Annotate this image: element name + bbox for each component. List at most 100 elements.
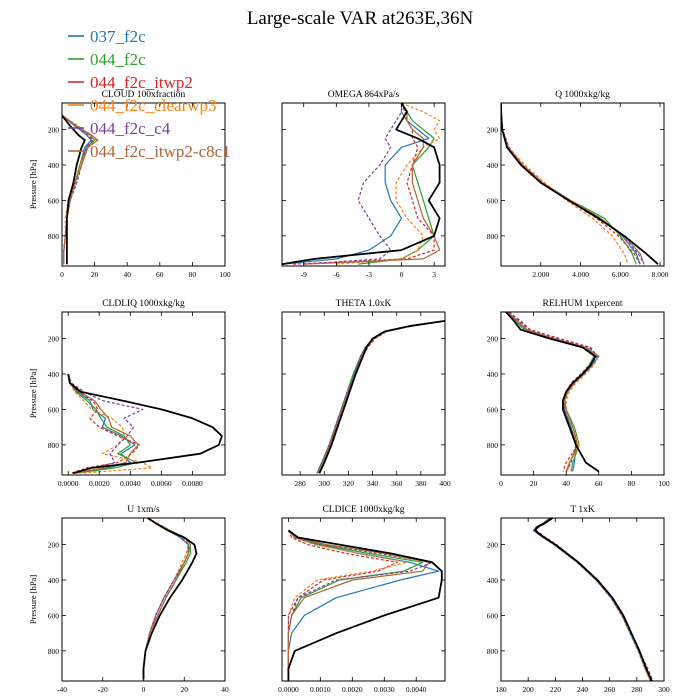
- x-tick-label: 400: [439, 479, 451, 488]
- x-tick-label: 0: [400, 270, 404, 279]
- panel-8: CLDICE 1000xkg/kg 0.0000 0.0010 0.0020 0.003…: [278, 505, 446, 694]
- x-tick-label: 220: [550, 685, 562, 694]
- series-line-4: [507, 312, 600, 472]
- y-axis-label: Pressure [hPa]: [28, 369, 38, 419]
- y-tick-label: 600: [487, 611, 499, 620]
- x-tick-label: 0.0000: [58, 479, 79, 488]
- series-line-3: [535, 518, 654, 681]
- panel-title: RELHUM 1xpercent: [543, 299, 623, 309]
- series-group: [505, 312, 600, 473]
- y-tick-label: 800: [487, 441, 499, 450]
- x-tick-label: -6: [333, 270, 339, 279]
- series-line-6: [287, 529, 430, 681]
- series-line-1: [507, 312, 600, 472]
- y-tick-label: 200: [487, 126, 499, 135]
- panel-4: CLDLIQ 1000xkg/kg 0.0000 0.0020 0.0040 0.006…: [28, 299, 226, 488]
- x-tick-label: 100: [658, 479, 670, 488]
- x-tick-label: 0.0060: [151, 479, 172, 488]
- y-tick-label: 600: [48, 611, 60, 620]
- series-line-4: [287, 529, 408, 681]
- series-group: [532, 518, 654, 681]
- x-tick-label: -20: [98, 685, 108, 694]
- reference-line: [282, 103, 441, 266]
- legend-item-6: 044_f2c_itwp2-c8c1: [68, 142, 231, 161]
- x-tick-label: 80: [628, 479, 636, 488]
- x-tick-label: 240: [577, 685, 589, 694]
- plot-frame: [500, 102, 665, 267]
- plot-frame: [281, 517, 446, 682]
- panel-title: Q 1000xkg/kg: [555, 90, 610, 100]
- x-tick-label: 4.000: [572, 270, 589, 279]
- y-tick-label: 400: [48, 370, 60, 379]
- series-line-3: [318, 320, 445, 474]
- series-line-3: [508, 312, 598, 472]
- x-tick-label: 80: [189, 270, 197, 279]
- y-tick-label: 400: [487, 161, 499, 170]
- series-line-2: [358, 103, 435, 265]
- y-tick-label: 600: [48, 196, 60, 205]
- figure-title: Large-scale VAR at263E,36N: [247, 8, 474, 29]
- legend-label: 037_f2c: [90, 27, 146, 46]
- reference-line: [505, 312, 600, 473]
- legend-item-5: 044_f2c_c4: [68, 119, 171, 138]
- series-line-6: [303, 103, 441, 265]
- series-line-1: [501, 103, 641, 265]
- x-tick-label: 6.000: [612, 270, 629, 279]
- series-group: [316, 320, 445, 474]
- series-group: [62, 114, 99, 265]
- panel-7: U 1xm/s -40 -20 0 20 40 200 400 600 800 Pressure […: [28, 505, 229, 694]
- series-line-5: [62, 114, 94, 265]
- plot-frame: [61, 102, 226, 267]
- y-axis-label: Pressure [hPa]: [28, 575, 38, 625]
- y-tick-label: 600: [487, 196, 499, 205]
- series-line-3: [67, 373, 141, 474]
- x-tick-label: 0.0040: [406, 685, 427, 694]
- series-group: [282, 103, 441, 266]
- x-tick-label: 0.0040: [120, 479, 141, 488]
- series-line-3: [501, 103, 641, 265]
- series-group: [142, 518, 198, 680]
- x-tick-label: 260: [604, 685, 616, 694]
- panel-title: CLDICE 1000xkg/kg: [322, 505, 404, 515]
- legend-item-4: 044_f2c_clearwp3: [68, 96, 217, 115]
- y-tick-label: 400: [48, 161, 60, 170]
- series-group: [67, 373, 223, 475]
- legend-label: 044_f2c_clearwp3: [90, 96, 217, 115]
- series-line-5: [316, 320, 445, 474]
- x-tick-label: 360: [391, 479, 403, 488]
- y-tick-label: 200: [48, 541, 60, 550]
- panel-title: THETA 1.0xK: [336, 299, 392, 309]
- x-tick-label: 40: [221, 685, 229, 694]
- x-tick-label: 20: [530, 479, 538, 488]
- x-tick-label: 20: [91, 270, 99, 279]
- legend-item-1: 037_f2c: [68, 27, 146, 46]
- series-line-4: [317, 320, 445, 474]
- legend-item-2: 044_f2c: [68, 50, 146, 69]
- x-tick-label: 2.000: [532, 270, 549, 279]
- series-line-5: [67, 373, 144, 474]
- series-line-4: [336, 103, 441, 265]
- plot-frame: [61, 311, 226, 476]
- plot-frame: [61, 517, 226, 682]
- x-tick-label: 380: [415, 479, 427, 488]
- series-line-2: [316, 320, 445, 474]
- plot-frame: [500, 517, 665, 682]
- x-tick-label: 8.000: [652, 270, 669, 279]
- plot-frame: [500, 311, 665, 476]
- x-tick-label: 180: [495, 685, 507, 694]
- legend-label: 044_f2c: [90, 50, 146, 69]
- panel-1: CLOUD 100xfraction 0 20 40 60 80 100 200 400 600 8…: [28, 89, 231, 279]
- legend: 037_f2c 044_f2c 044_f2c_itwp2 044_f2c_clear…: [68, 27, 231, 161]
- y-tick-label: 200: [487, 335, 499, 344]
- x-tick-label: 0.0020: [342, 685, 363, 694]
- panel-title: U 1xm/s: [127, 505, 160, 515]
- y-tick-label: 800: [48, 232, 60, 241]
- series-line-5: [508, 312, 598, 472]
- series-line-1: [317, 320, 445, 474]
- reference-line: [142, 518, 198, 680]
- series-line-6: [67, 373, 139, 474]
- x-tick-label: 60: [595, 479, 603, 488]
- y-tick-label: 400: [48, 576, 60, 585]
- x-tick-label: 280: [631, 685, 643, 694]
